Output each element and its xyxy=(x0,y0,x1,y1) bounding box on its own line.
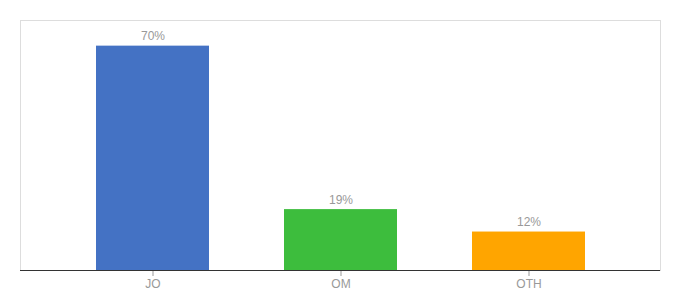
svg-text:JO: JO xyxy=(145,277,160,291)
svg-text:19%: 19% xyxy=(329,193,353,207)
svg-text:OTH: OTH xyxy=(516,277,541,291)
svg-text:70%: 70% xyxy=(141,29,165,43)
svg-text:12%: 12% xyxy=(517,215,541,229)
svg-text:OM: OM xyxy=(331,277,350,291)
